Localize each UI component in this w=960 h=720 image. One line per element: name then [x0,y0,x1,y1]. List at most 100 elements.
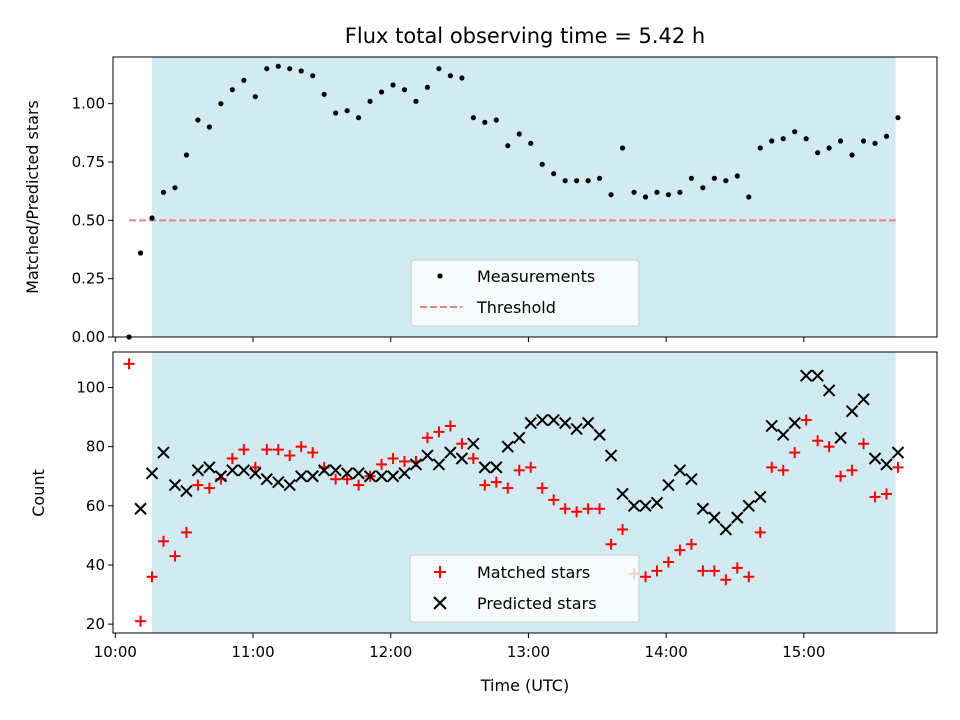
predicted-star-point [868,452,882,465]
predicted-star-point [180,484,193,498]
measurement-point [252,94,258,100]
measurement-point [137,250,144,256]
x-axis-label: Time (UTC) [480,676,569,695]
measurement-point [413,98,419,104]
measurement-point [516,131,522,137]
measurement-point [849,152,855,158]
predicted-star-point [317,464,331,477]
matched-star-point [766,461,778,473]
predicted-star-point [386,470,400,483]
measurement-point [424,84,431,90]
predicted-star-point [237,464,251,477]
matched-star-point [169,550,181,562]
measurement-point [355,115,362,121]
x-tick-label: 14:00 [645,643,688,661]
measurement-point [344,108,350,114]
matched-star-point [284,450,296,462]
measurement-point [585,178,591,184]
matched-star-point [261,444,273,456]
measurement-point [298,68,304,74]
predicted-star-point [168,478,182,492]
matched-star-point [330,473,342,485]
predicted-star-point [295,470,308,483]
predicted-star-point [857,393,870,406]
predicted-star-point [329,464,342,477]
axes-frame [112,351,938,634]
predicted-star-point [432,458,446,471]
y-tick-label: 20 [86,615,105,633]
matched-star-point [353,479,365,491]
predicted-star-point [444,446,457,459]
predicted-star-point [685,472,698,486]
measurement-point [654,189,660,195]
matched-star-point [720,574,732,586]
predicted-star-point [880,458,893,471]
predicted-star-point [340,467,354,480]
predicted-star-point [891,446,905,459]
bottom-legend: Matched stars Predicted stars [409,554,640,623]
measurement-point [160,189,167,195]
measurement-point [746,194,752,200]
predicted-star-point [650,496,664,510]
matched-star-point [467,452,479,464]
matched-star-point [456,438,468,450]
measurement-point [195,117,201,123]
measurement-point [837,138,844,144]
matched-star-point [846,464,858,476]
matched-star-point [789,447,801,459]
matched-star-point [858,438,870,450]
y-tick-label: 0.75 [72,153,105,171]
matched-star-point [708,565,720,577]
y-tick-label: 80 [86,438,105,456]
matched-star-point [731,562,743,574]
measurement-point [895,115,901,121]
matched-star-point [823,441,835,453]
matched-star-point [800,414,812,426]
matched-star-point [421,432,433,444]
predicted-star-point [547,413,560,427]
measurement-point [390,82,396,88]
measurement-point [780,136,786,142]
matched-star-point [135,615,147,627]
matched-star-point [123,358,135,370]
measurement-point [688,175,695,181]
top-panel: Flux total observing time = 5.42 h 0.00 0… [23,24,938,346]
predicted-star-point [398,467,411,480]
legend-threshold-label: Threshold [476,298,556,317]
predicted-star-point [845,404,859,418]
predicted-star-point [570,422,583,436]
predicted-star-point [513,431,526,444]
measurement-point [241,77,247,83]
matched-star-point [892,461,904,473]
matched-star-point [479,479,491,491]
predicted-star-point [777,428,790,442]
chart-title: Flux total observing time = 5.42 h [345,24,705,48]
predicted-star-point [363,470,377,483]
predicted-star-point [788,416,801,430]
predicted-star-point [214,470,228,483]
predicted-star-point [191,464,205,477]
y-tick-label: 40 [86,556,105,574]
measurement-point [723,178,729,184]
legend-matched-marker [434,566,446,578]
predicted-star-point [421,449,434,462]
measurement-point [183,152,190,158]
predicted-star-point [811,369,824,382]
matched-star-point [571,506,583,518]
legend-measurements-label: Measurements [477,267,595,286]
y-tick-label: 100 [76,378,105,396]
predicted-star-point [375,470,388,483]
predicted-star-point [455,452,469,465]
predicted-star-point [490,461,503,474]
predicted-star-point [558,416,572,430]
predicted-star-point [157,446,170,459]
predicted-star-point [662,478,675,492]
measurement-point [505,143,511,149]
measurement-point [619,145,626,151]
measurement-point [631,189,637,195]
x-tick-label: 10:00 [94,643,137,661]
top-y-axis-label: Matched/Predicted stars [23,100,42,294]
matched-star-point [272,444,284,456]
matched-star-point [662,556,674,568]
